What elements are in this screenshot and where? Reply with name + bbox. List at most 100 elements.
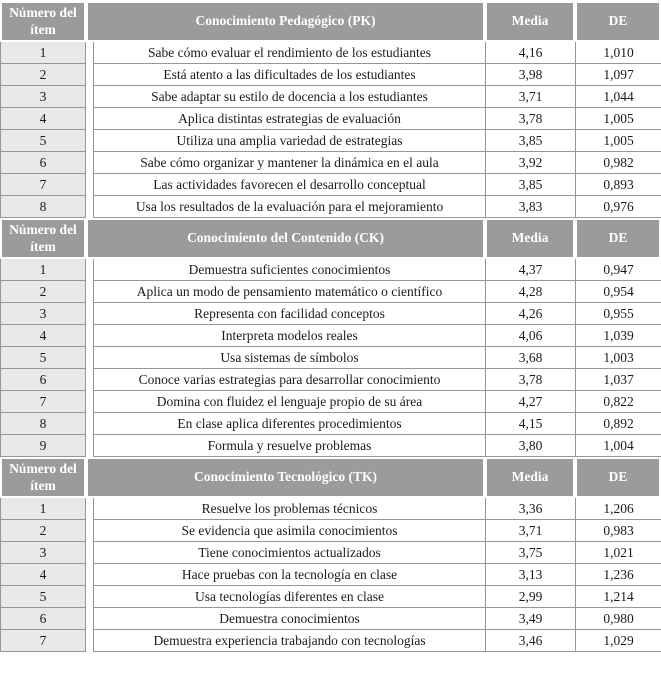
column-gutter — [86, 520, 93, 542]
column-gutter — [86, 435, 93, 457]
column-header-item-number: Número del ítem — [0, 218, 86, 259]
media-value-cell: 3,92 — [485, 152, 576, 174]
media-value-cell: 3,98 — [485, 64, 576, 86]
column-header-media: Media — [485, 457, 576, 498]
media-value-cell: 4,26 — [485, 303, 576, 325]
column-gutter — [86, 64, 93, 86]
media-value-cell: 3,78 — [485, 369, 576, 391]
item-number-cell: 7 — [0, 174, 86, 196]
column-gutter — [86, 586, 93, 608]
de-value-cell: 0,954 — [575, 281, 661, 303]
table-row: 2 Se evidencia que asimila conocimientos 3… — [0, 520, 661, 542]
item-description-cell: Formula y resuelve problemas — [93, 435, 486, 457]
media-value-cell: 3,85 — [485, 174, 576, 196]
de-value-cell: 0,955 — [575, 303, 661, 325]
column-header-media: Media — [485, 218, 576, 259]
table-row: 7 Domina con fluidez el lenguaje propio d… — [0, 391, 661, 413]
media-value-cell: 4,15 — [485, 413, 576, 435]
item-number-cell: 1 — [0, 259, 86, 281]
table-row: 5 Usa tecnologías diferentes en clase 2,99… — [0, 586, 661, 608]
media-value-cell: 3,83 — [485, 196, 576, 218]
table-row: 4 Aplica distintas estrategias de evaluac… — [0, 108, 661, 130]
column-gutter — [86, 108, 93, 130]
de-value-cell: 0,947 — [575, 259, 661, 281]
de-value-cell: 1,004 — [575, 435, 661, 457]
column-gutter — [86, 498, 93, 520]
item-description-cell: Usa tecnologías diferentes en clase — [93, 586, 486, 608]
column-gutter — [86, 86, 93, 108]
media-value-cell: 3,36 — [485, 498, 576, 520]
de-value-cell: 0,982 — [575, 152, 661, 174]
tpack-descriptives-table: Número del ítem Conocimiento Pedagógico (… — [0, 1, 661, 652]
table-row: 7 Las actividades favorecen el desarrollo… — [0, 174, 661, 196]
item-description-cell: Sabe cómo organizar y mantener la dinámi… — [93, 152, 486, 174]
table-row: 6 Conoce varias estrategias para desarrol… — [0, 369, 661, 391]
item-description-cell: Interpreta modelos reales — [93, 325, 486, 347]
item-number-cell: 6 — [0, 369, 86, 391]
de-value-cell: 0,893 — [575, 174, 661, 196]
column-gutter — [86, 303, 93, 325]
item-description-cell: Demuestra suficientes conocimientos — [93, 259, 486, 281]
de-value-cell: 1,044 — [575, 86, 661, 108]
item-description-cell: Aplica un modo de pensamiento matemático… — [93, 281, 486, 303]
table-row: 4 Hace pruebas con la tecnología en clase… — [0, 564, 661, 586]
column-gutter — [86, 413, 93, 435]
column-header-de: DE — [575, 1, 661, 42]
item-number-cell: 3 — [0, 303, 86, 325]
de-value-cell: 1,097 — [575, 64, 661, 86]
media-value-cell: 3,46 — [485, 630, 576, 652]
de-value-cell: 0,980 — [575, 608, 661, 630]
media-value-cell: 4,37 — [485, 259, 576, 281]
table-row: 8 En clase aplica diferentes procedimient… — [0, 413, 661, 435]
table-row: 1 Resuelve los problemas técnicos 3,36 1,20… — [0, 498, 661, 520]
table-row: 3 Sabe adaptar su estilo de docencia a lo… — [0, 86, 661, 108]
column-gutter — [86, 42, 93, 64]
item-number-cell: 5 — [0, 586, 86, 608]
media-value-cell: 3,78 — [485, 108, 576, 130]
section-title: Conocimiento Tecnológico (TK) — [86, 457, 486, 498]
de-value-cell: 1,005 — [575, 130, 661, 152]
item-number-cell: 8 — [0, 413, 86, 435]
media-value-cell: 3,49 — [485, 608, 576, 630]
column-header-de: DE — [575, 218, 661, 259]
item-number-cell: 4 — [0, 325, 86, 347]
item-description-cell: Se evidencia que asimila conocimientos — [93, 520, 486, 542]
item-description-cell: Está atento a las dificultades de los es… — [93, 64, 486, 86]
table-row: 7 Demuestra experiencia trabajando con te… — [0, 630, 661, 652]
table-row: 2 Aplica un modo de pensamiento matemátic… — [0, 281, 661, 303]
section-header-row: Número del ítem Conocimiento Pedagógico (… — [0, 1, 661, 42]
column-gutter — [86, 152, 93, 174]
column-gutter — [86, 542, 93, 564]
table-row: 5 Utiliza una amplia variedad de estrateg… — [0, 130, 661, 152]
item-number-cell: 2 — [0, 281, 86, 303]
item-description-cell: En clase aplica diferentes procedimiento… — [93, 413, 486, 435]
table-row: 3 Representa con facilidad conceptos 4,26 0… — [0, 303, 661, 325]
de-value-cell: 1,029 — [575, 630, 661, 652]
de-value-cell: 1,214 — [575, 586, 661, 608]
de-value-cell: 1,005 — [575, 108, 661, 130]
table-row: 1 Sabe cómo evaluar el rendimiento de los… — [0, 42, 661, 64]
item-description-cell: Demuestra conocimientos — [93, 608, 486, 630]
item-number-cell: 2 — [0, 64, 86, 86]
table-row: 9 Formula y resuelve problemas 3,80 1,004 — [0, 435, 661, 457]
section-header-row: Número del ítem Conocimiento del Contenid… — [0, 218, 661, 259]
table-row: 1 Demuestra suficientes conocimientos 4,37… — [0, 259, 661, 281]
table-row: 5 Usa sistemas de símbolos 3,68 1,003 — [0, 347, 661, 369]
column-gutter — [86, 369, 93, 391]
item-description-cell: Representa con facilidad conceptos — [93, 303, 486, 325]
media-value-cell: 3,85 — [485, 130, 576, 152]
item-number-cell: 1 — [0, 498, 86, 520]
item-number-cell: 2 — [0, 520, 86, 542]
media-value-cell: 4,16 — [485, 42, 576, 64]
item-description-cell: Resuelve los problemas técnicos — [93, 498, 486, 520]
table-row: 6 Sabe cómo organizar y mantener la dinám… — [0, 152, 661, 174]
item-number-cell: 9 — [0, 435, 86, 457]
item-description-cell: Domina con fluidez el lenguaje propio de… — [93, 391, 486, 413]
column-gutter — [86, 130, 93, 152]
media-value-cell: 3,71 — [485, 86, 576, 108]
de-value-cell: 0,892 — [575, 413, 661, 435]
column-header-item-number: Número del ítem — [0, 457, 86, 498]
section-title: Conocimiento Pedagógico (PK) — [86, 1, 486, 42]
item-description-cell: Utiliza una amplia variedad de estrategi… — [93, 130, 486, 152]
